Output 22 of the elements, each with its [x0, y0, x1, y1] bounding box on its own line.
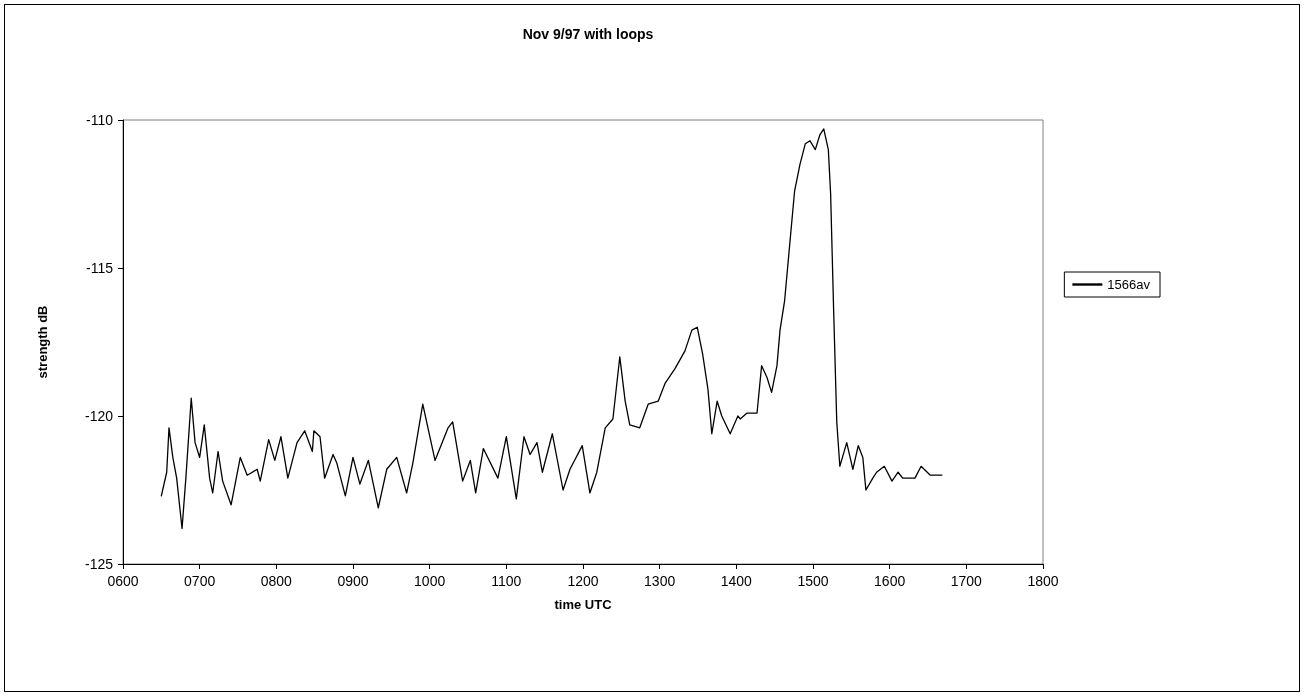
- x-tick-label: 0900: [337, 573, 369, 589]
- x-axis-title: time UTC: [554, 597, 613, 612]
- y-tick-label: -115: [86, 260, 114, 276]
- x-tick-label: 1700: [950, 573, 983, 589]
- y-tick-label: -120: [84, 408, 114, 424]
- x-tick-label: 1300: [644, 573, 676, 589]
- x-tick-label: 0700: [184, 573, 216, 589]
- y-tick-label: -125: [84, 556, 114, 572]
- x-tick-label: 1000: [414, 573, 446, 589]
- x-tick-label: 1100: [491, 573, 522, 589]
- x-tick-label: 0600: [107, 573, 139, 589]
- legend-label: 1566av: [1107, 277, 1151, 292]
- x-tick-label: 0800: [260, 573, 293, 589]
- line-series: [160, 128, 943, 530]
- x-tick-label: 1500: [797, 573, 829, 589]
- y-tick-label: -110: [86, 112, 114, 128]
- x-tick-label: 1600: [874, 573, 906, 589]
- y-axis-title: strength dB: [35, 305, 50, 379]
- x-tick-label: 1400: [720, 573, 753, 589]
- x-tick-label: 1800: [1027, 573, 1059, 589]
- x-tick-label: 1200: [567, 573, 599, 589]
- chart-title: Nov 9/97 with loops: [522, 26, 654, 42]
